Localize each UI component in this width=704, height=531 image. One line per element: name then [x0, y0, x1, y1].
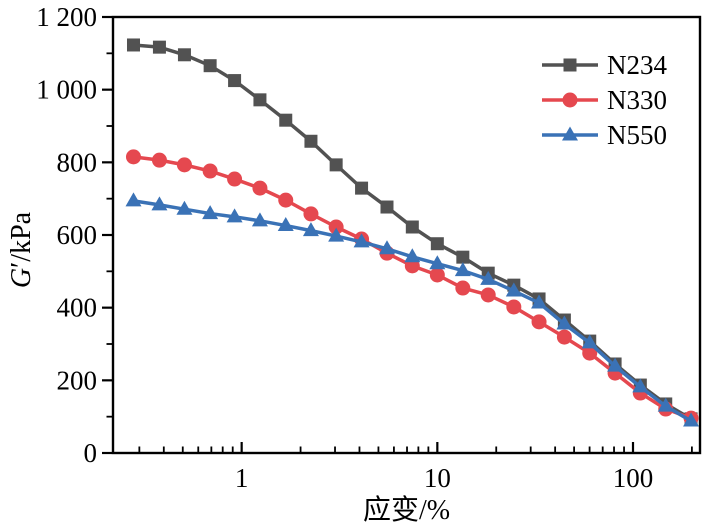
series-n330-line [133, 155, 692, 420]
x-tick-label: 1 [235, 463, 249, 493]
series-n550-marker [531, 294, 548, 309]
series-n234-marker [177, 48, 191, 62]
x-tick-label: 10 [424, 463, 451, 493]
plot-border [111, 15, 702, 455]
series-n330-marker [506, 299, 522, 315]
series-n234-marker [304, 134, 318, 148]
series-n550-marker [251, 212, 268, 227]
series-n234-marker [405, 220, 419, 234]
series-n550-marker [581, 334, 598, 349]
legend-label-n330: N330 [607, 85, 667, 115]
series-n330-marker [202, 163, 218, 179]
y-tick-label: 800 [57, 147, 98, 177]
series-n550-marker [429, 255, 446, 270]
series-n550-marker [328, 227, 345, 242]
y-tick-label: 0 [84, 438, 98, 468]
series-n330-marker [303, 206, 319, 222]
series-n330-marker [252, 180, 268, 196]
x-tick-label: 100 [613, 463, 654, 493]
series-n330-marker [531, 314, 547, 330]
y-tick-label: 1 000 [36, 75, 97, 105]
series-n330-marker [480, 287, 496, 303]
legend-label-n550: N550 [607, 120, 667, 150]
y-tick-label: 600 [57, 220, 98, 250]
series-n234-marker [279, 113, 293, 127]
series-n330-marker [227, 171, 243, 187]
series-n234-marker [329, 158, 343, 172]
series-n234-marker [430, 237, 444, 251]
series-n550-line [133, 199, 692, 423]
series-n550-marker [277, 217, 294, 232]
series-n550-marker [556, 315, 573, 330]
series-n550-marker [657, 397, 674, 412]
series-n550-marker [607, 357, 624, 372]
series-n234-marker [380, 200, 394, 214]
legend-marker-n550 [562, 126, 578, 141]
series-n330-marker [328, 219, 344, 235]
series-n330-marker [151, 152, 167, 168]
series-n234-marker [126, 38, 140, 52]
series-n550-marker [176, 200, 193, 215]
series-n550-marker [151, 196, 168, 211]
series-n550-marker [505, 282, 522, 297]
series-n550-marker [404, 248, 421, 263]
series-n330-marker [429, 267, 445, 283]
series-n330-marker [556, 329, 572, 345]
series-n234-marker [152, 40, 166, 54]
series-n330-marker [125, 149, 141, 165]
legend-marker-n234 [563, 58, 577, 72]
series-n330-marker [176, 157, 192, 173]
series-n550-marker [302, 222, 319, 237]
series-n550-marker [632, 378, 649, 393]
series-n550-marker [683, 412, 700, 427]
y-axis-title: G′/kPa [6, 211, 37, 288]
y-tick-label: 1 200 [36, 2, 97, 32]
series-n550-marker [353, 233, 370, 248]
x-axis-title: 应变/% [363, 494, 450, 526]
series-n234-marker [228, 74, 242, 88]
legend-marker-n330 [562, 92, 578, 108]
series-n330-marker [455, 280, 471, 296]
series-n234-marker [456, 250, 470, 264]
series-n330-marker [582, 345, 598, 361]
y-tick-label: 400 [57, 293, 98, 323]
series-n234-marker [355, 181, 369, 195]
series-n234-marker [253, 93, 267, 107]
series-n550-marker [125, 192, 142, 207]
series-n550-marker [454, 262, 471, 277]
legend-label-n234: N234 [607, 50, 667, 80]
series-n550-marker [480, 270, 497, 285]
series-n234-marker [203, 59, 217, 73]
y-tick-label: 200 [57, 365, 98, 395]
series-n550-marker [202, 205, 219, 220]
series-n550-marker [226, 208, 243, 223]
series-n550-marker [378, 240, 395, 255]
series-n330-marker [278, 192, 294, 208]
